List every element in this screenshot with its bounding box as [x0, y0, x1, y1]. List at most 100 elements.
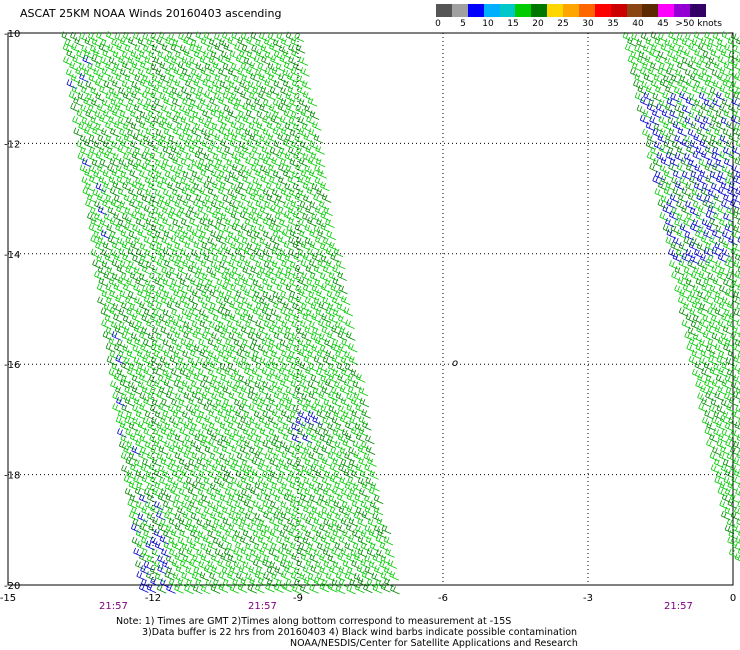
wind-barb — [166, 584, 176, 594]
wind-barb — [357, 476, 368, 487]
wind-barb — [700, 253, 710, 264]
wind-barb — [332, 560, 343, 570]
wind-barb — [282, 68, 292, 79]
island-marker: o — [452, 358, 458, 369]
wind-barb — [719, 481, 730, 492]
wind-barb — [198, 410, 208, 421]
wind-barb — [207, 187, 218, 197]
wind-barb — [361, 440, 371, 451]
wind-barb — [327, 523, 338, 533]
wind-barb — [310, 302, 321, 312]
wind-barb — [735, 536, 740, 544]
wind-barb — [191, 572, 202, 582]
wind-barb — [129, 392, 139, 402]
wind-barb — [341, 487, 351, 498]
wind-barb — [192, 584, 203, 595]
wind-barb — [723, 157, 734, 168]
wind-barb — [212, 152, 223, 163]
wind-barb — [691, 187, 702, 198]
wind-barb — [94, 78, 105, 89]
wind-barb — [155, 68, 165, 78]
wind-barb — [161, 43, 172, 53]
wind-barb — [239, 506, 249, 516]
wind-barb — [231, 445, 241, 455]
wind-barb — [157, 362, 167, 372]
wind-barb — [332, 338, 342, 349]
wind-barb — [277, 206, 288, 217]
wind-barb — [273, 301, 283, 311]
wind-barb — [214, 265, 225, 275]
wind-barb — [153, 528, 164, 539]
wind-barb — [200, 553, 211, 564]
wind-barb — [179, 529, 189, 539]
wind-barb — [195, 193, 206, 204]
wind-barb — [197, 146, 208, 157]
wind-barb — [677, 61, 687, 71]
wind-barb — [369, 487, 379, 497]
wind-barb — [197, 368, 208, 378]
wind-barb — [230, 241, 240, 252]
wind-barb — [77, 152, 88, 163]
wind-barb — [116, 236, 127, 247]
wind-barb — [692, 67, 703, 78]
wind-barb — [317, 259, 327, 269]
wind-barb — [94, 212, 104, 223]
wind-barb — [251, 295, 262, 305]
wind-barb — [736, 103, 740, 111]
wind-barb — [292, 272, 303, 282]
wind-barb — [191, 391, 202, 401]
wind-barb — [111, 331, 122, 341]
wind-barb — [126, 308, 136, 318]
wind-barb — [218, 97, 228, 107]
wind-barb — [203, 50, 213, 60]
wind-barb — [292, 170, 302, 181]
wind-barb — [185, 92, 196, 102]
wind-barb — [198, 470, 209, 480]
wind-barb — [704, 409, 714, 420]
wind-barb — [709, 349, 719, 360]
wind-barb — [209, 320, 219, 331]
wind-barb — [158, 402, 168, 413]
wind-barb — [134, 487, 145, 497]
wind-barb — [347, 374, 357, 384]
wind-barb — [695, 229, 705, 240]
wind-barb — [658, 181, 668, 191]
wind-barb — [271, 157, 281, 167]
wind-barb — [242, 560, 253, 571]
wind-barb — [307, 542, 317, 552]
wind-barb — [272, 169, 283, 180]
wind-barb — [294, 534, 304, 545]
wind-barb — [110, 97, 120, 108]
wind-barb — [167, 463, 177, 473]
wind-barb — [283, 332, 294, 342]
wind-barb — [265, 361, 275, 371]
wind-barb — [321, 578, 332, 589]
wind-barb — [309, 229, 319, 240]
wind-barb — [164, 170, 175, 180]
wind-barb — [115, 416, 126, 426]
wind-barb — [245, 572, 255, 582]
wind-barb — [178, 324, 189, 335]
wind-barb — [172, 500, 183, 511]
wind-barb — [673, 86, 684, 96]
wind-barb — [202, 344, 213, 355]
wind-barb — [736, 518, 740, 526]
wind-barb — [259, 164, 270, 174]
wind-barb — [184, 241, 194, 251]
wind-barb — [305, 529, 315, 540]
wind-barb — [168, 32, 178, 43]
wind-barb — [164, 570, 175, 581]
wind-barb — [302, 283, 313, 294]
wind-barb — [219, 421, 230, 432]
wind-barb — [279, 218, 289, 228]
wind-barb — [214, 73, 225, 84]
wind-barb — [262, 481, 273, 491]
wind-barb — [307, 217, 317, 227]
wind-barb — [255, 583, 265, 594]
wind-barb — [329, 475, 340, 485]
wind-barb — [704, 31, 714, 42]
wind-barb — [247, 200, 257, 210]
wind-barb — [185, 445, 196, 455]
wind-barb — [146, 571, 156, 581]
wind-barb — [146, 228, 157, 239]
